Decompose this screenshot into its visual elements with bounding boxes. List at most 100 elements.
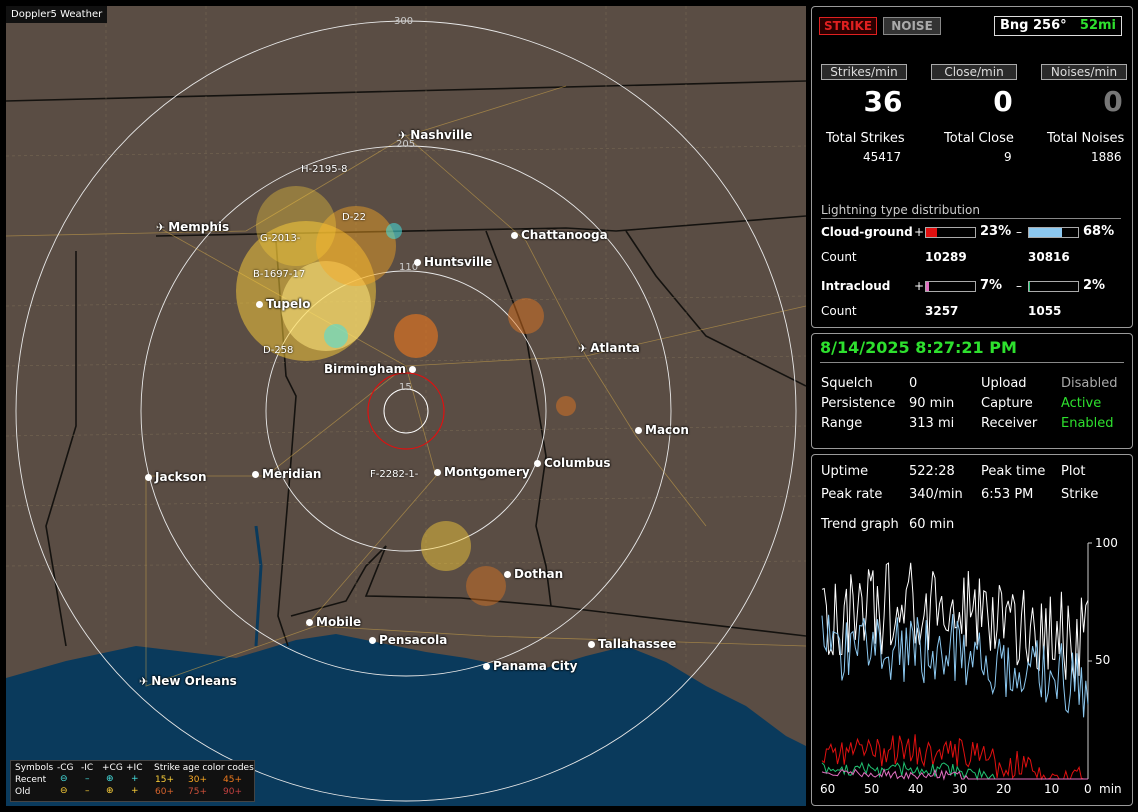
age-60: 60+: [155, 787, 174, 797]
city-dothan[interactable]: Dothan: [504, 567, 563, 581]
city-atlanta[interactable]: ✈ Atlanta: [578, 341, 640, 355]
y-tick-50: 50: [1095, 653, 1111, 667]
storm-track-label: G-2013-: [260, 233, 301, 244]
x-tick-10: 10: [1044, 782, 1060, 796]
distance-value: 52mi: [1079, 18, 1116, 33]
total-close-value: 9: [1004, 150, 1012, 164]
app-title: Doppler5 Weather: [6, 6, 108, 23]
cg-positive-count: 10289: [925, 250, 967, 264]
city-huntsville[interactable]: Huntsville: [414, 255, 492, 269]
city-mobile[interactable]: Mobile: [306, 615, 361, 629]
city-pensacola[interactable]: Pensacola: [369, 633, 447, 647]
trend-axis: [1087, 542, 1092, 779]
capture-value[interactable]: Active: [1061, 396, 1102, 411]
strike-button[interactable]: STRIKE: [819, 17, 877, 35]
x-tick-40: 40: [908, 782, 924, 796]
cg-positive-bar: [925, 227, 976, 238]
count-label: Count: [821, 304, 857, 318]
uptime-label: Uptime: [821, 464, 869, 479]
ring-label-15: 15: [399, 382, 412, 393]
airport-icon: ✈: [139, 675, 149, 688]
range-value[interactable]: 313 mi: [909, 416, 955, 431]
city-panama-city[interactable]: Panama City: [483, 659, 577, 673]
squelch-value[interactable]: 0: [909, 376, 918, 391]
squelch-label: Squelch: [821, 376, 873, 391]
distribution-title: Lightning type distribution: [821, 203, 980, 217]
city-columbus[interactable]: Columbus: [534, 456, 611, 470]
city-dot-icon: [414, 259, 421, 266]
city-birmingham[interactable]: Birmingham: [324, 362, 419, 376]
minus-sign: –: [1016, 279, 1022, 293]
minus-icon: –: [85, 786, 90, 796]
trend-series-line: [821, 614, 1089, 718]
close-per-min-value: 0: [993, 85, 1013, 118]
city-meridian[interactable]: Meridian: [252, 467, 321, 481]
divider: [820, 362, 1124, 363]
persistence-value[interactable]: 90 min: [909, 396, 955, 411]
noises-per-min-value: 0: [1103, 85, 1123, 118]
city-dot-icon: [534, 460, 541, 467]
ic-negative-fill: [1029, 282, 1030, 291]
storm-track-label: D-22: [342, 212, 367, 223]
legend-old-label: Old: [15, 787, 31, 797]
close-range-ring: [367, 372, 445, 450]
count-label: Count: [821, 250, 857, 264]
range-label: Range: [821, 416, 863, 431]
ic-negative-count: 1055: [1028, 304, 1062, 318]
city-tallahassee[interactable]: Tallahassee: [588, 637, 676, 651]
plot-value[interactable]: Strike: [1061, 487, 1099, 502]
city-new-orleans[interactable]: ✈ New Orleans: [139, 674, 237, 688]
noise-button[interactable]: NOISE: [883, 17, 941, 35]
plot-label: Plot: [1061, 464, 1086, 479]
x-unit: min: [1099, 782, 1122, 796]
range-rings: [15, 20, 797, 802]
ic-negative-bar: [1028, 281, 1079, 292]
cg-negative-bar: [1028, 227, 1079, 238]
strikes-per-min-header: Strikes/min: [821, 64, 907, 80]
trend-graph-span[interactable]: 60 min: [909, 517, 955, 532]
trend-series-line: [821, 768, 1088, 781]
plus-sign: +: [914, 279, 925, 293]
city-dot-icon: [409, 366, 417, 373]
city-dot-icon: [511, 232, 518, 239]
bearing-box: Bng 256° 52mi: [994, 16, 1122, 36]
city-montgomery[interactable]: Montgomery: [434, 465, 530, 479]
close-per-min-header: Close/min: [931, 64, 1017, 80]
uptime-value: 522:28: [909, 464, 955, 479]
peak-time-label: Peak time: [981, 464, 1046, 479]
trend-graph: [821, 542, 1092, 781]
storm-track-label: B-1697-17: [253, 269, 306, 280]
city-dot-icon: [252, 471, 259, 478]
legend-ic-pos: +IC: [126, 763, 143, 773]
y-tick-100: 100: [1095, 536, 1118, 550]
ic-negative-pct: 2%: [1083, 278, 1106, 293]
city-tupelo[interactable]: Tupelo: [256, 297, 311, 311]
age-90: 90+: [223, 787, 242, 797]
city-dot-icon: [306, 619, 313, 626]
trend-graph-label: Trend graph: [821, 517, 899, 532]
divider: [821, 218, 1121, 219]
peak-rate-label: Peak rate: [821, 487, 883, 502]
plus-icon: +: [131, 786, 139, 796]
city-nashville[interactable]: ✈ Nashville: [398, 128, 473, 142]
strike-clusters: [236, 186, 576, 606]
city-memphis[interactable]: ✈ Memphis: [156, 220, 230, 234]
ring-label-205: 205: [396, 139, 416, 150]
city-macon[interactable]: Macon: [635, 423, 689, 437]
strike-map[interactable]: Doppler5 Weather: [6, 6, 806, 806]
city-chattanooga[interactable]: Chattanooga: [511, 228, 608, 242]
total-noises-value: 1886: [1091, 150, 1122, 164]
city-jackson[interactable]: Jackson: [145, 470, 207, 484]
x-tick-50: 50: [864, 782, 880, 796]
trend-series-line: [821, 562, 1089, 684]
ic-positive-bar: [925, 281, 976, 292]
total-noises-label: Total Noises: [1047, 131, 1125, 146]
cloud-ground-label: Cloud-ground: [821, 225, 913, 239]
total-close-label: Total Close: [944, 131, 1014, 146]
bearing-value: Bng 256°: [1000, 18, 1067, 33]
receiver-value[interactable]: Enabled: [1061, 416, 1114, 431]
symbol-legend: Symbols -CG -IC +CG +IC Strike age color…: [10, 760, 255, 802]
minus-icon: –: [85, 774, 90, 784]
upload-value[interactable]: Disabled: [1061, 376, 1118, 391]
capture-label: Capture: [981, 396, 1033, 411]
